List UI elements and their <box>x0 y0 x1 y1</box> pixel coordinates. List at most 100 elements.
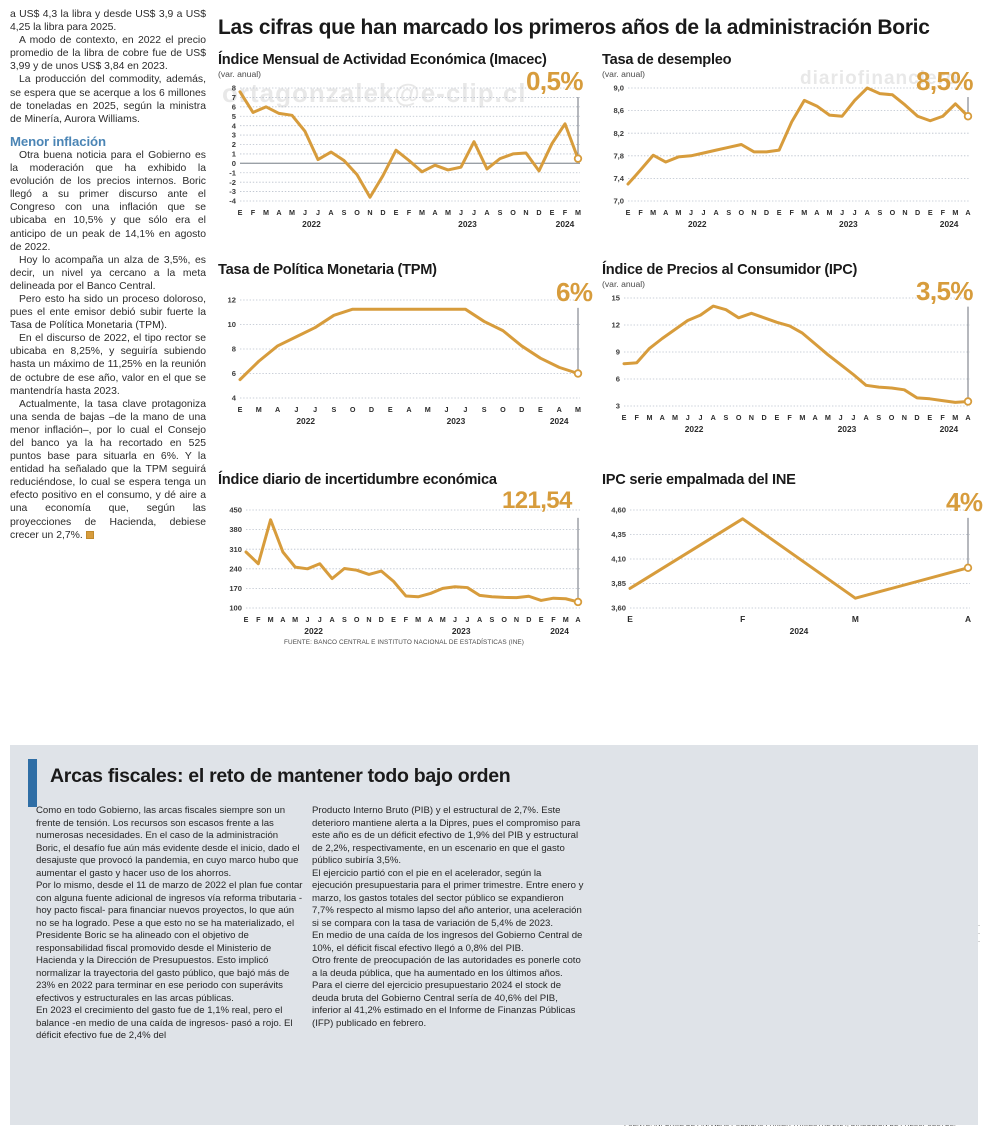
svg-text:S: S <box>342 615 347 624</box>
svg-text:4: 4 <box>232 394 237 403</box>
svg-text:M: M <box>646 413 652 422</box>
svg-text:3: 3 <box>616 402 620 411</box>
svg-text:S: S <box>482 405 487 414</box>
svg-text:M: M <box>563 615 569 624</box>
svg-text:A: A <box>280 615 285 624</box>
svg-text:-4: -4 <box>229 197 237 206</box>
svg-text:2024: 2024 <box>940 219 959 229</box>
svg-text:J: J <box>689 208 693 217</box>
paragraph: A modo de contexto, en 2022 el precio pr… <box>10 35 206 73</box>
svg-text:2022: 2022 <box>296 416 315 426</box>
chart-incertidumbre: Índice diario de incertidumbre económica… <box>218 472 590 646</box>
svg-text:O: O <box>501 615 507 624</box>
svg-text:2024: 2024 <box>550 626 569 636</box>
svg-text:2022: 2022 <box>304 626 323 636</box>
svg-text:6: 6 <box>232 102 236 111</box>
chart-callout-value: 0,5% <box>526 66 583 97</box>
svg-text:9: 9 <box>616 348 620 357</box>
svg-text:F: F <box>407 208 412 217</box>
svg-text:M: M <box>952 208 958 217</box>
svg-text:F: F <box>787 413 792 422</box>
svg-text:M: M <box>268 615 274 624</box>
chart-title: Tasa de Política Monetaria (TPM) <box>218 262 437 278</box>
chart-ipc: Índice de Precios al Consumidor (IPC) (va… <box>602 262 980 436</box>
page-title: Las cifras que han marcado los primeros … <box>218 16 930 39</box>
svg-text:A: A <box>813 413 818 422</box>
svg-text:S: S <box>331 405 336 414</box>
svg-text:J: J <box>463 405 467 414</box>
svg-text:M: M <box>263 208 269 217</box>
svg-text:A: A <box>557 405 562 414</box>
svg-text:J: J <box>840 208 844 217</box>
svg-text:F: F <box>740 614 745 624</box>
svg-text:A: A <box>711 413 716 422</box>
svg-text:E: E <box>777 208 782 217</box>
svg-text:S: S <box>342 208 347 217</box>
svg-text:J: J <box>445 405 449 414</box>
svg-text:2024: 2024 <box>940 424 959 434</box>
paragraph-last: Actualmente, la tasa clave protagoniza u… <box>10 398 206 542</box>
svg-text:O: O <box>350 405 356 414</box>
svg-text:E: E <box>626 208 631 217</box>
svg-text:D: D <box>914 413 919 422</box>
svg-text:M: M <box>825 413 831 422</box>
svg-text:J: J <box>702 208 706 217</box>
svg-text:N: N <box>523 208 528 217</box>
svg-text:F: F <box>941 208 946 217</box>
svg-text:A: A <box>965 614 971 624</box>
paragraph: El ejercicio partió con el pie en el ace… <box>312 867 584 929</box>
svg-text:N: N <box>514 615 519 624</box>
svg-text:O: O <box>354 208 360 217</box>
svg-text:E: E <box>550 208 555 217</box>
svg-text:F: F <box>635 413 640 422</box>
svg-text:J: J <box>303 208 307 217</box>
svg-text:M: M <box>289 208 295 217</box>
paragraph: Hoy lo acompaña un alza de 3,5%, es deci… <box>10 254 206 292</box>
svg-text:J: J <box>853 208 857 217</box>
svg-text:M: M <box>675 208 681 217</box>
chart-subtitle: (var. anual) <box>218 69 261 79</box>
section-body-right: Producto Interno Bruto (PIB) y el estruc… <box>312 805 584 1030</box>
article-left-column: a US$ 4,3 la libra y desde US$ 3,9 a US$… <box>10 8 206 708</box>
svg-text:2022: 2022 <box>685 424 704 434</box>
svg-text:E: E <box>388 405 393 414</box>
svg-text:M: M <box>826 208 832 217</box>
svg-text:N: N <box>751 208 756 217</box>
svg-text:E: E <box>538 405 543 414</box>
svg-text:8,2: 8,2 <box>613 129 624 138</box>
svg-text:E: E <box>238 405 243 414</box>
chart-imacec: Índice Mensual de Actividad Económica (I… <box>218 52 590 231</box>
paragraph: En medio de una caída de los ingresos de… <box>312 930 583 954</box>
svg-text:M: M <box>425 405 431 414</box>
chart-title: Tasa de desempleo <box>602 52 732 68</box>
svg-text:12: 12 <box>228 296 236 305</box>
svg-text:E: E <box>627 614 633 624</box>
svg-text:S: S <box>877 208 882 217</box>
svg-text:E: E <box>238 208 243 217</box>
svg-text:J: J <box>851 413 855 422</box>
svg-text:D: D <box>526 615 531 624</box>
svg-text:8: 8 <box>232 84 236 93</box>
svg-text:A: A <box>814 208 819 217</box>
svg-text:170: 170 <box>229 584 242 593</box>
svg-text:F: F <box>551 615 556 624</box>
svg-text:2024: 2024 <box>556 219 575 229</box>
chart-callout-value: 3,5% <box>916 275 973 306</box>
subheading-menor-inflacion: Menor inflación <box>10 133 106 149</box>
svg-text:J: J <box>465 615 469 624</box>
svg-text:F: F <box>251 208 256 217</box>
svg-text:D: D <box>915 208 920 217</box>
svg-text:2023: 2023 <box>447 416 466 426</box>
svg-text:N: N <box>367 208 372 217</box>
svg-text:M: M <box>415 615 421 624</box>
svg-text:S: S <box>876 413 881 422</box>
svg-text:M: M <box>852 614 859 624</box>
svg-text:E: E <box>928 208 933 217</box>
svg-text:O: O <box>510 208 516 217</box>
svg-text:E: E <box>244 615 249 624</box>
chart-subtitle: (var. anual) <box>602 69 645 79</box>
svg-text:F: F <box>404 615 409 624</box>
svg-text:3: 3 <box>232 131 236 140</box>
svg-text:A: A <box>660 413 665 422</box>
svg-text:S: S <box>490 615 495 624</box>
